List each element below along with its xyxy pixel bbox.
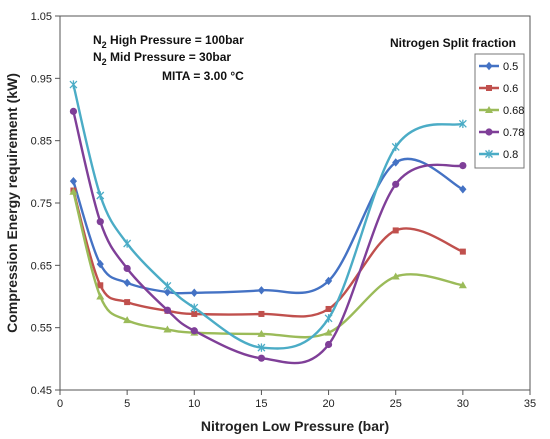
data-point	[123, 239, 132, 248]
x-tick-label: 5	[124, 398, 130, 410]
x-tick-label: 25	[390, 398, 402, 410]
legend-marker	[485, 149, 493, 159]
legend-label: 0.68	[503, 105, 524, 117]
data-point	[190, 288, 198, 297]
data-point	[96, 218, 104, 226]
data-point	[69, 187, 78, 195]
data-point	[163, 281, 172, 291]
series-layer	[69, 80, 467, 365]
data-point	[124, 299, 131, 306]
plot-frame	[59, 15, 531, 391]
data-point	[392, 227, 399, 234]
data-point	[96, 191, 105, 200]
data-point	[458, 119, 467, 129]
series-line	[72, 111, 464, 365]
data-point	[257, 343, 266, 352]
data-point	[69, 80, 78, 89]
legend-item: 0.68	[479, 105, 524, 117]
legend-label: 0.8	[503, 149, 518, 161]
data-point	[459, 185, 467, 194]
series-0_5	[69, 157, 467, 297]
data-point	[458, 281, 467, 289]
series-line	[72, 190, 464, 318]
legend-item: 0.5	[479, 61, 518, 73]
data-point	[324, 276, 333, 286]
data-point	[123, 316, 132, 324]
data-point	[257, 329, 266, 337]
data-point	[258, 310, 265, 317]
series-line	[72, 191, 464, 339]
y-axis-title: Compression Energy requirement (kW)	[4, 73, 20, 333]
data-point	[69, 176, 78, 186]
x-tick-label: 15	[255, 398, 267, 410]
data-point	[191, 310, 198, 317]
data-point	[97, 282, 104, 289]
data-point	[324, 328, 333, 336]
data-point	[325, 305, 332, 312]
x-tick-label: 0	[57, 398, 63, 410]
y-tick-label: 0.85	[31, 136, 52, 148]
data-point	[459, 162, 467, 170]
data-point	[190, 303, 199, 312]
annotation-text: N2 High Pressure = 100bar	[93, 33, 244, 50]
legend-title: Nitrogen Split fraction	[390, 36, 516, 50]
y-tick-label: 0.55	[31, 323, 52, 335]
data-point	[163, 306, 172, 314]
legend-marker	[485, 61, 493, 71]
series-line	[72, 157, 464, 295]
axes: 0 5 10 15 20 25 30 35 0.45 0.55 0.65 0.75 0.85 0.95 1.…	[31, 11, 537, 410]
data-point	[324, 314, 333, 323]
series-0_8	[69, 80, 467, 352]
x-axis-title: Nitrogen Low Pressure (bar)	[201, 418, 389, 434]
y-tick-label: 1.05	[31, 11, 52, 23]
legend-label: 0.6	[503, 83, 518, 95]
y-tick-label: 0.65	[31, 260, 52, 272]
data-point	[163, 325, 172, 333]
series-line	[72, 84, 464, 350]
data-point	[324, 340, 333, 349]
x-tick-label: 10	[188, 398, 200, 410]
data-point	[257, 354, 266, 362]
data-point	[391, 272, 400, 280]
legend-marker	[485, 128, 493, 136]
legend-item: 0.78	[479, 127, 524, 139]
data-point	[163, 287, 172, 297]
x-tick-label: 35	[524, 398, 536, 410]
legend-item: 0.8	[479, 149, 518, 161]
legend: Nitrogen Split fraction 0.5 0.6 0.68 0.78 0.8	[390, 36, 525, 169]
y-tick-label: 0.75	[31, 198, 52, 210]
data-point	[392, 180, 400, 188]
data-point	[96, 259, 104, 269]
data-point	[123, 264, 131, 273]
legend-label: 0.78	[503, 127, 524, 139]
data-point	[96, 292, 105, 300]
legend-item: 0.6	[479, 83, 518, 95]
annotation-text: MITA = 3.00 °C	[162, 69, 244, 83]
x-tick-label: 20	[322, 398, 334, 410]
legend-marker	[485, 106, 493, 113]
legend-label: 0.5	[503, 61, 518, 73]
data-point	[459, 248, 466, 255]
series-0_6	[70, 187, 466, 318]
annotation-text: N2 Mid Pressure = 30bar	[93, 50, 231, 67]
data-point	[123, 278, 131, 287]
y-tick-label: 0.95	[31, 73, 52, 85]
data-point	[391, 142, 400, 152]
data-point	[257, 286, 266, 295]
data-point	[392, 158, 400, 167]
x-tick-label: 30	[457, 398, 469, 410]
data-point	[190, 327, 198, 335]
legend-marker	[486, 85, 492, 91]
series-0_78	[69, 107, 467, 365]
y-tick-label: 0.45	[31, 385, 52, 397]
data-point	[69, 107, 78, 115]
